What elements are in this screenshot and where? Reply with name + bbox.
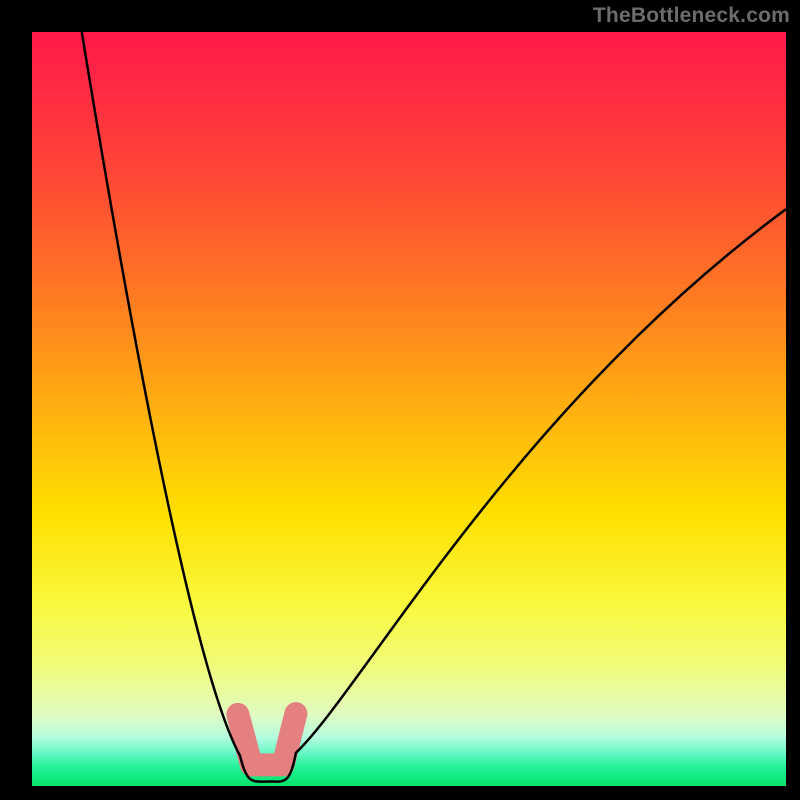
bottleneck-chart [0,0,800,800]
plot-background [32,32,786,786]
watermark-text: TheBottleneck.com [593,4,790,28]
